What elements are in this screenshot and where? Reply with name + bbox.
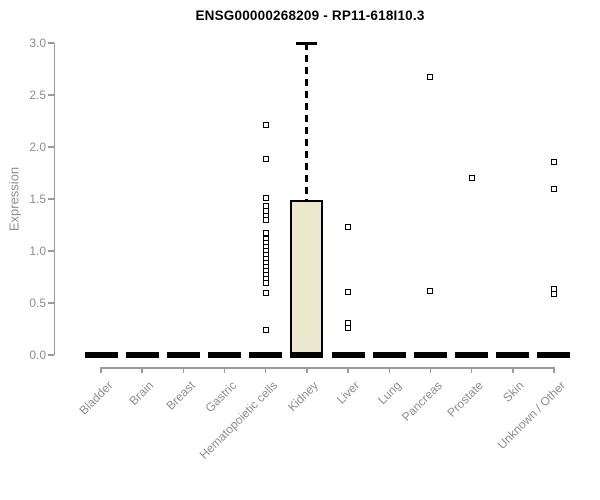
box-median-bar [496, 352, 530, 358]
y-tick [48, 94, 54, 96]
x-tick [553, 367, 555, 373]
outlier-point [262, 327, 269, 334]
outlier-point [262, 194, 269, 201]
outlier-point [345, 288, 352, 295]
outlier-point [262, 280, 269, 287]
x-tick-label: Brain [126, 378, 157, 409]
y-tick-label: 0.5 [29, 296, 46, 310]
outlier-point [262, 289, 269, 296]
box-median-bar [413, 352, 447, 358]
x-tick [306, 367, 308, 373]
outlier-point [262, 216, 269, 223]
box-median-bar [331, 352, 365, 358]
x-tick [347, 367, 349, 373]
x-tick [141, 367, 143, 373]
x-tick-label: Lung [374, 378, 404, 408]
x-tick-label: Liver [333, 378, 363, 407]
outlier-point [468, 175, 475, 182]
y-tick [48, 250, 54, 252]
x-tick [223, 367, 226, 373]
x-tick-label: Skin [500, 378, 528, 405]
box-median-bar [455, 352, 489, 358]
box-median-bar [537, 352, 571, 358]
outlier-point [427, 74, 434, 81]
y-tick-label: 2.5 [29, 88, 46, 102]
x-tick [264, 367, 267, 373]
y-tick [48, 198, 54, 200]
box-median-bar [372, 352, 406, 358]
outlier-point [262, 156, 269, 163]
outlier-point [345, 324, 352, 331]
box-median-bar [290, 352, 324, 358]
x-tick [100, 367, 102, 373]
box-median-bar [84, 352, 118, 358]
y-tick [48, 302, 54, 304]
box-median-bar [249, 352, 283, 358]
y-tick-label: 1.0 [29, 244, 46, 258]
y-axis-line [53, 43, 55, 355]
x-tick [470, 367, 473, 373]
x-tick-label: Breast [163, 378, 198, 413]
outlier-point [345, 224, 352, 231]
x-axis-line [100, 367, 555, 369]
box-whisker-cap [296, 41, 318, 45]
x-tick-label: Gastric [201, 378, 239, 416]
chart-title: ENSG00000268209 - RP11-618I10.3 [195, 8, 425, 23]
box-median-bar [166, 352, 200, 358]
x-tick [429, 367, 432, 373]
x-tick-label: Kidney [285, 378, 322, 415]
outlier-point [550, 158, 557, 165]
x-tick [388, 367, 390, 373]
y-tick [48, 354, 54, 356]
outlier-point [550, 290, 557, 297]
y-tick [48, 146, 54, 148]
box-rect [290, 200, 324, 355]
y-tick-label: 3.0 [29, 36, 46, 50]
y-tick-label: 1.5 [29, 192, 46, 206]
x-tick-label: Prostate [444, 378, 486, 420]
x-tick-label: Bladder [76, 378, 116, 418]
outlier-point [550, 185, 557, 192]
y-tick-label: 2.0 [29, 140, 46, 154]
y-tick-label: 0.0 [29, 348, 46, 362]
x-tick [512, 367, 514, 373]
box-median-bar [125, 352, 159, 358]
x-tick-label: Pancreas [398, 378, 445, 425]
outlier-point [262, 122, 269, 129]
y-tick [48, 42, 54, 44]
box-median-bar [208, 352, 242, 358]
x-tick-label: Hematopoietic cells [196, 378, 280, 462]
outlier-point [427, 287, 434, 294]
x-tick [182, 367, 185, 373]
box-whisker [305, 43, 309, 201]
